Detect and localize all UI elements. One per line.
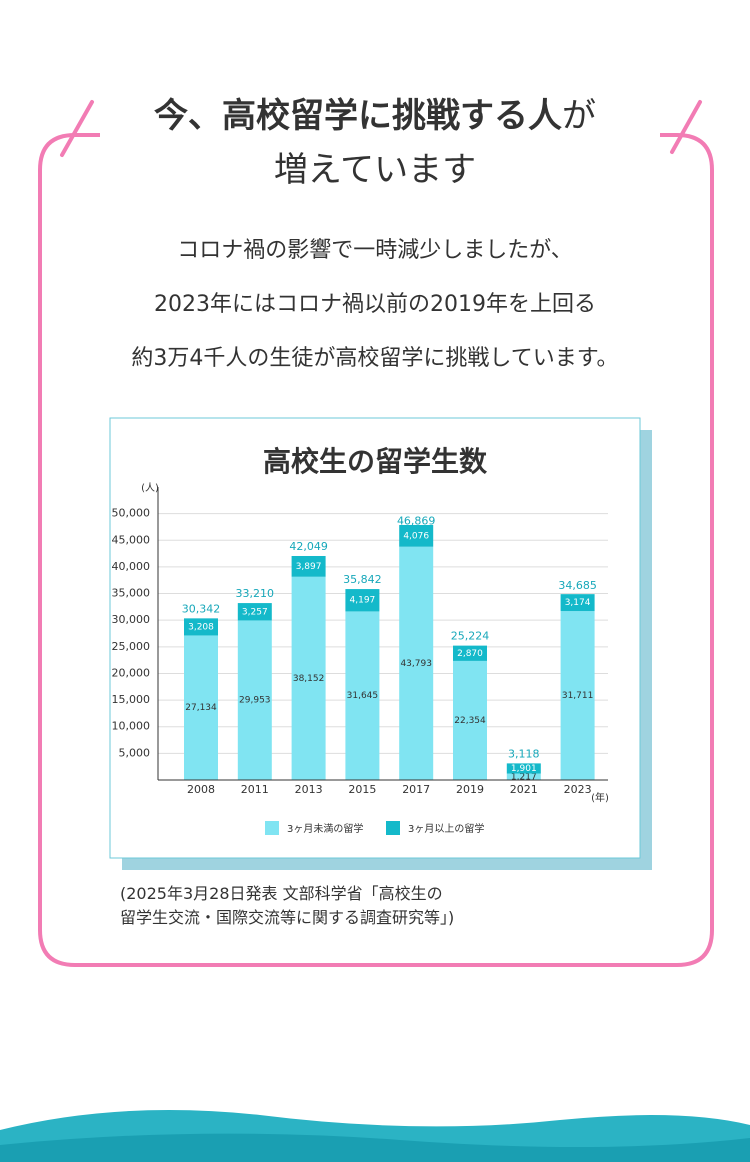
y-tick-label: 50,000	[112, 507, 151, 520]
segment-label: 27,134	[185, 703, 217, 713]
bar-segment	[184, 635, 218, 780]
bar-segment	[560, 611, 595, 780]
legend-swatch	[265, 821, 279, 835]
bar-segment	[184, 618, 218, 636]
y-tick-label: 30,000	[112, 613, 151, 626]
bar-segment	[506, 763, 541, 774]
total-label: 30,342	[182, 602, 221, 615]
body-line: コロナ禍の影響で一時減少しましたが、	[177, 238, 573, 263]
segment-label: 3,897	[296, 562, 322, 572]
x-tick-label: 2008	[187, 783, 215, 796]
legend-label: 3ヶ月以上の留学	[408, 822, 484, 835]
bar-segment	[560, 594, 595, 612]
x-tick-label: 2011	[241, 783, 269, 796]
legend-label: 3ヶ月未満の留学	[287, 822, 363, 835]
segment-label: 2,870	[457, 649, 483, 659]
bar-segment	[291, 576, 326, 780]
segment-label: 1,901	[511, 764, 537, 774]
frame-accent	[670, 100, 702, 154]
x-tick-label: 2023	[564, 783, 592, 796]
x-axis-label: (年)	[591, 791, 609, 804]
heading-line2: 増えています	[273, 150, 477, 190]
total-label: 46,869	[397, 514, 436, 527]
bar-segment	[399, 546, 434, 780]
bar-segment	[453, 660, 487, 780]
bar-segment	[345, 589, 380, 612]
body-line: 約3万4千人の生徒が高校留学に挑戦しています。	[131, 346, 619, 371]
y-tick-label: 25,000	[112, 640, 151, 653]
y-tick-label: 45,000	[112, 533, 151, 546]
y-tick-label: 20,000	[112, 666, 151, 679]
heading-bold: 今、高校留学に挑戦する人	[154, 96, 562, 136]
source-line: (2025年3月28日発表 文部科学省「高校生の	[120, 884, 443, 903]
y-tick-label: 35,000	[112, 587, 151, 600]
x-tick-label: 2013	[295, 783, 323, 796]
x-tick-label: 2019	[456, 783, 484, 796]
chart-title: 高校生の留学生数	[263, 445, 488, 478]
total-label: 34,685	[558, 579, 597, 592]
segment-label: 29,953	[239, 696, 271, 706]
segment-label: 3,208	[188, 622, 214, 632]
x-tick-label: 2017	[402, 783, 430, 796]
bar-segment	[345, 611, 380, 780]
bar-segment	[237, 603, 272, 621]
y-axis-label: (人)	[141, 482, 159, 494]
segment-label: 43,793	[400, 659, 432, 669]
total-label: 42,049	[289, 540, 328, 553]
body-line: 2023年にはコロナ禍以前の2019年を上回る	[154, 292, 596, 317]
source-line: 留学生交流・国際交流等に関する調査研究等」)	[120, 908, 455, 927]
heading: 今、高校留学に挑戦する人が	[0, 88, 750, 137]
x-tick-label: 2015	[348, 783, 376, 796]
bar-segment	[399, 524, 434, 547]
bar-segment	[237, 620, 272, 780]
segment-label: 3,174	[565, 598, 591, 608]
segment-label: 4,197	[350, 596, 376, 606]
y-tick-label: 40,000	[112, 560, 151, 573]
segment-label: 22,354	[454, 716, 486, 726]
segment-label: 3,257	[242, 607, 268, 617]
segment-label: 4,076	[403, 531, 429, 541]
y-tick-label: 15,000	[112, 693, 151, 706]
segment-label: 31,711	[562, 691, 594, 701]
frame-accent	[60, 100, 94, 157]
total-label: 35,842	[343, 573, 382, 586]
bar-segment	[291, 555, 326, 577]
heading-rest: が	[562, 96, 596, 136]
bar-segment	[453, 645, 487, 661]
legend-swatch	[386, 821, 400, 835]
total-label: 3,118	[508, 747, 540, 760]
total-label: 25,224	[451, 630, 490, 643]
total-label: 33,210	[236, 587, 275, 600]
segment-label: 38,152	[293, 674, 325, 684]
y-tick-label: 10,000	[112, 720, 151, 733]
bar-segment	[506, 773, 541, 780]
segment-label: 31,645	[347, 691, 379, 701]
segment-label: 1,217	[511, 772, 537, 782]
bottom-wave	[0, 1133, 750, 1162]
x-tick-label: 2021	[510, 783, 538, 796]
y-tick-label: 5,000	[119, 746, 151, 759]
pink-frame	[38, 133, 714, 967]
